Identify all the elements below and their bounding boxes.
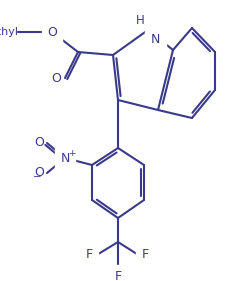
Text: +: + <box>68 148 76 157</box>
Text: methyl: methyl <box>0 27 18 37</box>
Text: O: O <box>51 71 61 85</box>
Text: F: F <box>114 270 122 281</box>
Text: −: − <box>33 172 41 182</box>
Text: O: O <box>34 167 44 180</box>
Text: N: N <box>151 33 160 46</box>
Text: O: O <box>47 26 57 38</box>
Text: F: F <box>142 248 149 260</box>
Text: N: N <box>60 151 70 164</box>
Text: H: H <box>136 14 145 27</box>
Text: F: F <box>86 248 93 260</box>
Text: O: O <box>34 137 44 149</box>
